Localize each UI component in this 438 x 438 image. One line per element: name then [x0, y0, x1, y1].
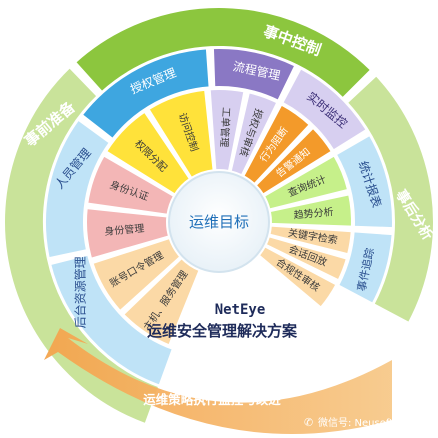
center-label: 运维目标	[189, 213, 249, 231]
inner-compliance-segment	[257, 245, 338, 309]
inner-keyword-segment	[268, 224, 353, 256]
improvement-arrow-label: 运维策略执行监控与改进	[143, 392, 281, 407]
inner-trend-label: 趋势分析	[293, 205, 334, 221]
brand-title: NetEye	[215, 302, 266, 318]
inner-ticket-manage-segment	[208, 88, 246, 173]
inner-identity-auth-segment	[86, 154, 176, 216]
inner-query-stats-segment	[262, 154, 350, 211]
ring-stats-segment	[334, 133, 394, 230]
ring-auth-segment	[80, 47, 211, 141]
center-circle	[168, 171, 270, 273]
inner-access-policy-segment	[147, 88, 215, 180]
inner-behavior-segment	[242, 103, 312, 186]
wechat-icon: ✆	[304, 416, 313, 429]
inner-auth-review-segment	[229, 91, 279, 177]
inner-host-service-segment	[121, 256, 201, 347]
ring-account-label: 后台资源管理	[72, 256, 87, 328]
ring-account-segment	[48, 253, 175, 387]
ring-flow-segment	[211, 47, 297, 102]
ring-trace-segment	[336, 230, 394, 306]
solution-subtitle: 运维安全管理解决方案	[147, 322, 298, 340]
inner-session-segment	[264, 235, 349, 282]
inner-identity-manage-label: 身份管理	[104, 222, 145, 238]
inner-identity-manage-segment	[85, 206, 171, 260]
watermark-text: 微信号: Neusoft_NetEye	[318, 416, 434, 429]
inner-trend-segment	[268, 193, 353, 228]
ring-monitor-segment	[281, 67, 368, 152]
inner-auth-assign-segment	[104, 110, 192, 196]
inner-ticket-manage-label: 工单管理	[218, 107, 233, 148]
ring-people-segment	[44, 118, 112, 260]
inner-account-pwd-segment	[91, 236, 182, 313]
improvement-arrow	[44, 328, 392, 435]
inner-alarm-segment	[254, 126, 334, 196]
